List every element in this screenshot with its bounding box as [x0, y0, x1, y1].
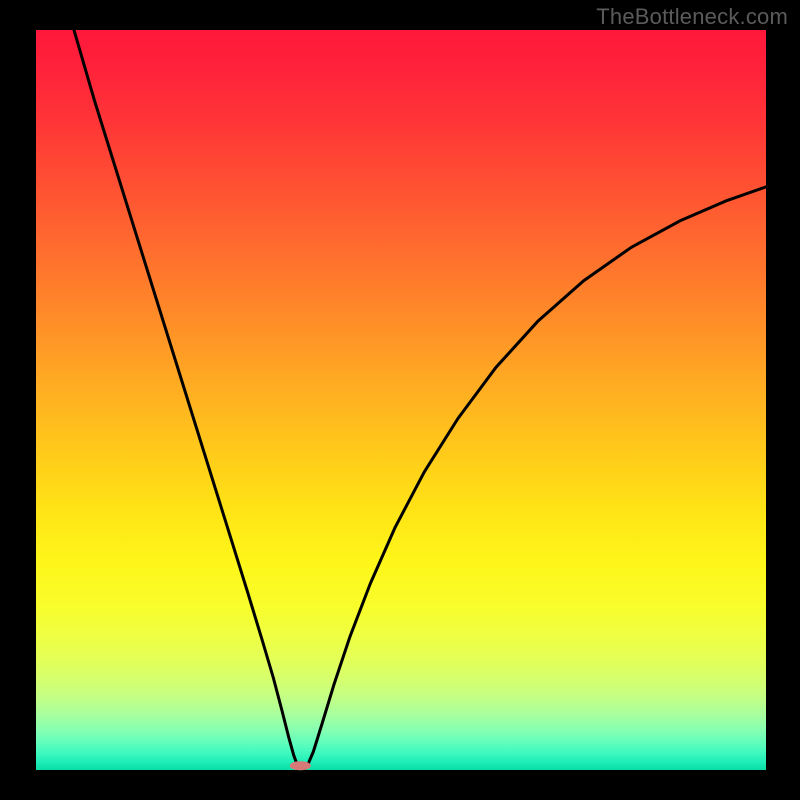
optimum-marker [290, 761, 310, 771]
bottleneck-curve [74, 30, 766, 770]
curve-layer [0, 0, 800, 800]
watermark-text: TheBottleneck.com [596, 4, 788, 30]
chart-container: TheBottleneck.com [0, 0, 800, 800]
